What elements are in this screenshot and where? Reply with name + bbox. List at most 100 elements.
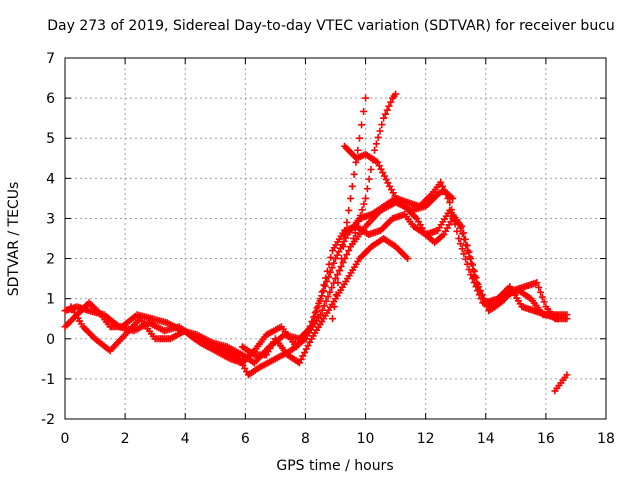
data-point <box>328 315 336 323</box>
y-tick-label: 0 <box>46 332 55 348</box>
data-point <box>325 260 333 268</box>
data-point <box>332 291 340 299</box>
data-point <box>381 110 389 118</box>
x-tick-label: 14 <box>477 431 495 447</box>
data-point <box>387 98 395 106</box>
x-tick-label: 2 <box>121 431 130 447</box>
data-point <box>316 295 324 303</box>
x-tick-label: 12 <box>417 431 435 447</box>
data-point <box>460 235 468 243</box>
series-track-d <box>238 235 412 367</box>
data-point <box>347 194 355 202</box>
x-tick-label: 10 <box>357 431 375 447</box>
data-point <box>446 198 454 206</box>
data-point <box>383 106 391 114</box>
y-tick-label: 3 <box>46 211 55 227</box>
data-point <box>328 284 336 292</box>
series-track-c <box>67 206 562 367</box>
data-point <box>563 311 571 319</box>
data-point <box>460 250 468 258</box>
series-track-h <box>551 371 571 395</box>
data-point <box>320 281 328 289</box>
data-point <box>467 259 475 267</box>
data-point <box>455 218 463 226</box>
data-point <box>376 127 384 135</box>
data-point <box>327 253 335 261</box>
data-point <box>437 178 445 186</box>
data-point <box>438 182 446 190</box>
data-point <box>360 200 368 208</box>
data-point <box>480 295 488 303</box>
data-point <box>365 175 373 183</box>
data-point <box>345 206 353 214</box>
x-tick-label: 0 <box>61 431 70 447</box>
data-point <box>324 293 332 301</box>
data-point <box>345 247 353 255</box>
data-point <box>304 327 312 335</box>
data-point <box>471 272 479 280</box>
data-point <box>311 308 319 316</box>
data-point <box>457 224 465 232</box>
data-point <box>464 247 472 255</box>
data-point <box>338 255 346 263</box>
data-point <box>315 299 323 307</box>
data-point <box>336 267 344 275</box>
data-point <box>362 194 370 202</box>
series-track-e <box>341 142 457 214</box>
data-point <box>462 255 470 263</box>
data-point <box>343 251 351 259</box>
data-point <box>404 255 412 263</box>
data-point <box>330 259 338 267</box>
data-point <box>326 288 334 296</box>
data-point <box>458 245 466 253</box>
x-tick-label: 4 <box>181 431 190 447</box>
data-point <box>360 107 368 115</box>
data-point <box>473 279 481 287</box>
data-point <box>348 182 356 190</box>
x-tick-label: 18 <box>597 431 615 447</box>
data-point <box>333 271 341 279</box>
data-point <box>350 235 358 242</box>
data-points <box>61 90 571 395</box>
y-tick-label: 2 <box>46 252 55 268</box>
series-track-f <box>328 94 370 323</box>
series-track-g <box>350 90 400 242</box>
data-point <box>337 263 345 271</box>
data-point <box>554 315 562 323</box>
data-point <box>310 313 318 321</box>
data-point <box>353 223 361 231</box>
data-point <box>318 306 326 314</box>
data-point <box>478 291 486 299</box>
data-point <box>536 288 544 296</box>
data-point <box>334 279 342 287</box>
data-point <box>306 322 314 330</box>
data-point <box>320 302 328 310</box>
data-point <box>460 229 468 237</box>
data-point <box>339 259 347 267</box>
plot-frame <box>64 57 607 420</box>
data-point <box>563 371 571 379</box>
y-tick-labels: -2 -1 0 1 2 3 4 5 6 7 <box>41 51 55 428</box>
x-tick-label: 16 <box>537 431 555 447</box>
data-point <box>341 230 349 238</box>
data-point <box>455 235 463 242</box>
data-point <box>463 260 471 268</box>
data-point <box>358 121 366 129</box>
data-point <box>475 283 483 291</box>
data-point <box>350 170 358 178</box>
data-point <box>363 185 371 193</box>
data-point <box>322 274 330 282</box>
data-point <box>535 283 543 291</box>
data-point <box>456 240 464 248</box>
data-point <box>476 287 484 295</box>
y-tick-label: 1 <box>46 292 55 308</box>
data-point <box>449 194 457 202</box>
data-point <box>380 114 388 122</box>
data-point <box>374 133 382 141</box>
grid <box>65 58 606 419</box>
data-point <box>322 297 330 305</box>
data-point <box>343 218 351 226</box>
y-tick-label: -1 <box>41 372 55 388</box>
data-point <box>372 140 380 148</box>
